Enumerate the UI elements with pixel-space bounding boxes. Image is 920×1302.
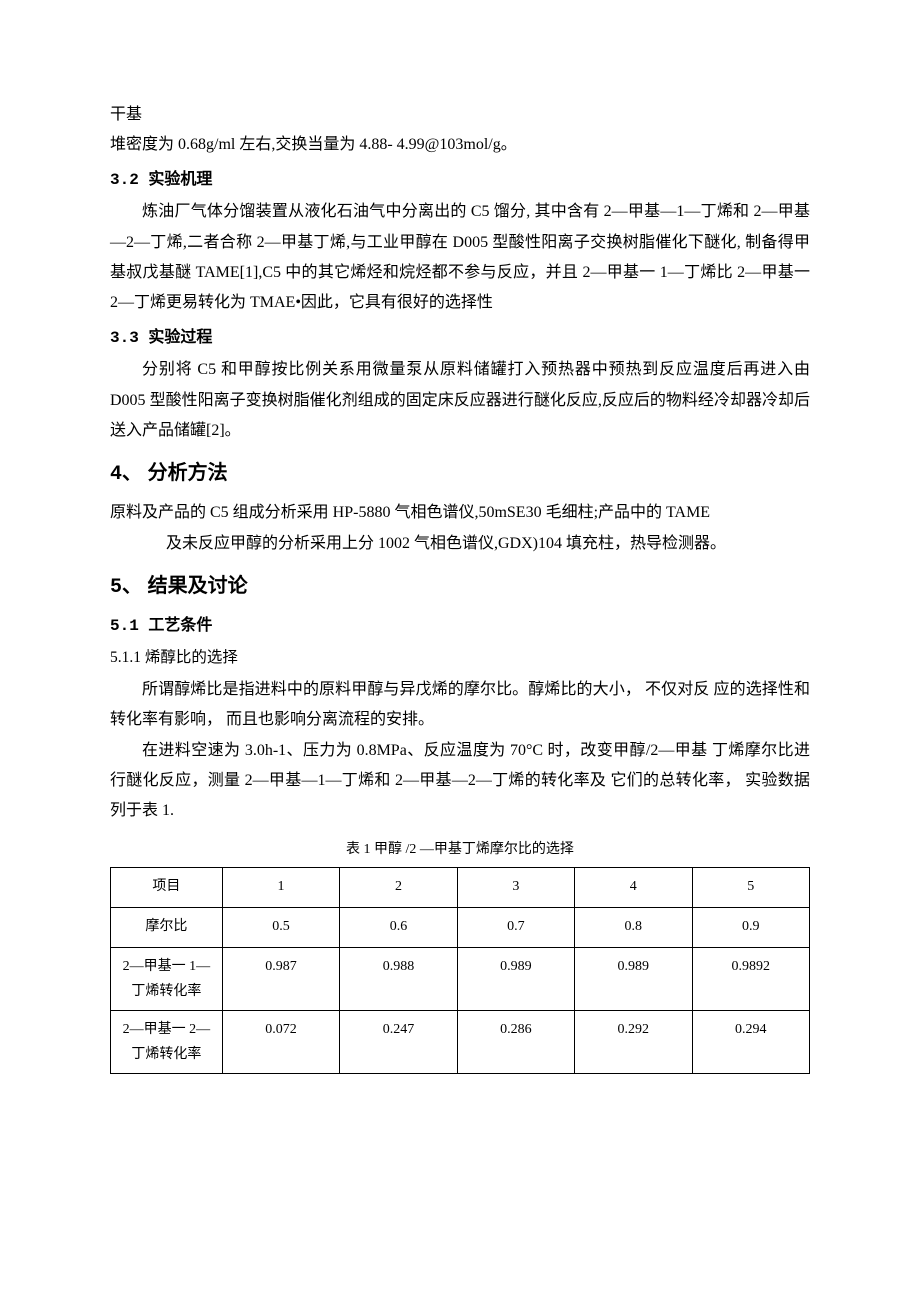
heading-3-3: 3.3 实验过程: [110, 323, 810, 353]
table-1: 项目 1 2 3 4 5 摩尔比 0.5 0.6 0.7 0.8 0.9 2—甲…: [110, 867, 810, 1074]
table-cell: 0.989: [575, 947, 692, 1010]
heading-3-2-text: 3.2 实验机理: [110, 171, 212, 189]
table-cell: 0.9: [692, 908, 809, 948]
table-header-cell: 5: [692, 868, 809, 908]
heading-4: 4、 分析方法: [110, 454, 810, 494]
table-header-cell: 项目: [111, 868, 223, 908]
document-page: 干基 堆密度为 0.68g/ml 左右,交换当量为 4.88- 4.99@103…: [0, 0, 920, 1134]
table-cell: 0.8: [575, 908, 692, 948]
table-cell-line1: 2—甲基一 1—: [123, 959, 211, 974]
table-cell: 0.987: [222, 947, 339, 1010]
table-cell: 0.6: [340, 908, 457, 948]
table-cell: 0.286: [457, 1011, 574, 1074]
section-5-1-1-p1: 所谓醇烯比是指进料中的原料甲醇与异戊烯的摩尔比。醇烯比的大小， 不仅对反 应的选…: [110, 675, 810, 736]
heading-5-1: 5.1 工艺条件: [110, 611, 810, 641]
table-row: 2—甲基一 2— 丁烯转化率 0.072 0.247 0.286 0.292 0…: [111, 1011, 810, 1074]
heading-4-text: 分析方法: [148, 462, 228, 484]
table-row: 项目 1 2 3 4 5: [111, 868, 810, 908]
table-cell: 0.5: [222, 908, 339, 948]
heading-5-text: 结果及讨论: [148, 575, 248, 597]
table-cell: 摩尔比: [111, 908, 223, 948]
section-3-2-body: 炼油厂气体分馏装置从液化石油气中分离出的 C5 馏分, 其中含有 2—甲基—1—…: [110, 197, 810, 319]
heading-5-num: 5、: [110, 576, 142, 599]
table-cell-line2: 丁烯转化率: [131, 984, 201, 999]
section-5-1-1-p2: 在进料空速为 3.0h-1、压力为 0.8MPa、反应温度为 70°C 时，改变…: [110, 736, 810, 827]
table-cell: 0.294: [692, 1011, 809, 1074]
table-cell: 0.072: [222, 1011, 339, 1074]
heading-3-3-text: 3.3 实验过程: [110, 329, 212, 347]
table-cell: 0.988: [340, 947, 457, 1010]
heading-3-2: 3.2 实验机理: [110, 165, 810, 195]
table-cell: 0.292: [575, 1011, 692, 1074]
table-cell: 2—甲基一 2— 丁烯转化率: [111, 1011, 223, 1074]
table-cell: 2—甲基一 1— 丁烯转化率: [111, 947, 223, 1010]
table-header-cell: 2: [340, 868, 457, 908]
section-4-line-2: 及未反应甲醇的分析采用上分 1002 气相色谱仪,GDX)104 填充柱，热导检…: [110, 529, 810, 559]
table-cell-line1: 2—甲基一 2—: [123, 1022, 211, 1037]
table-cell-line2: 丁烯转化率: [131, 1047, 201, 1062]
table-cell: 0.7: [457, 908, 574, 948]
intro-line-1: 干基: [110, 100, 810, 130]
table-cell: 0.247: [340, 1011, 457, 1074]
table-row: 摩尔比 0.5 0.6 0.7 0.8 0.9: [111, 908, 810, 948]
section-3-3-body: 分别将 C5 和甲醇按比例关系用微量泵从原料储罐打入预热器中预热到反应温度后再进…: [110, 355, 810, 446]
table-header-cell: 1: [222, 868, 339, 908]
heading-4-num: 4、: [110, 463, 142, 486]
table-row: 2—甲基一 1— 丁烯转化率 0.987 0.988 0.989 0.989 0…: [111, 947, 810, 1010]
table-header-cell: 3: [457, 868, 574, 908]
table-cell: 0.9892: [692, 947, 809, 1010]
intro-line-2: 堆密度为 0.68g/ml 左右,交换当量为 4.88- 4.99@103mol…: [110, 130, 810, 160]
table-1-caption: 表 1 甲醇 /2 —甲基丁烯摩尔比的选择: [110, 837, 810, 864]
table-cell: 0.989: [457, 947, 574, 1010]
heading-5-1-text: 5.1 工艺条件: [110, 617, 212, 635]
section-4-line-1: 原料及产品的 C5 组成分析采用 HP-5880 气相色谱仪,50mSE30 毛…: [110, 498, 810, 528]
heading-5: 5、 结果及讨论: [110, 567, 810, 607]
heading-5-1-1: 5.1.1 烯醇比的选择: [110, 643, 810, 672]
table-header-cell: 4: [575, 868, 692, 908]
